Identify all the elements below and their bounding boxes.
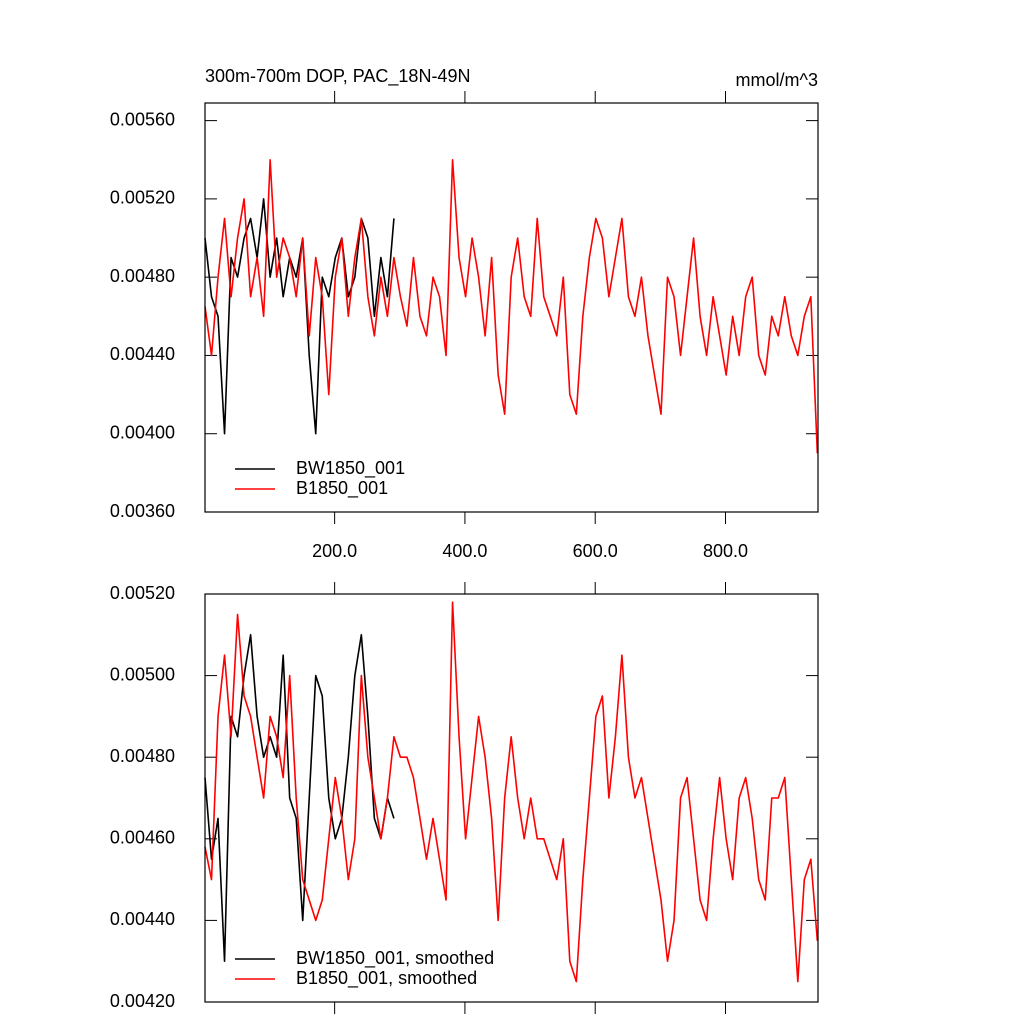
- chart-title: 300m-700m DOP, PAC_18N-49N: [205, 66, 470, 87]
- line-series: [204, 634, 395, 962]
- x-tick-label: 400.0: [442, 541, 487, 561]
- legend-label: BW1850_001: [296, 458, 405, 479]
- y-tick-label: 0.00560: [110, 109, 175, 129]
- y-tick-label: 0.00480: [110, 746, 175, 766]
- y-tick-label: 0.00400: [110, 422, 175, 442]
- y-tick-label: 0.00520: [110, 583, 175, 603]
- y-tick-label: 0.00460: [110, 828, 175, 848]
- y-tick-label: 0.00440: [110, 909, 175, 929]
- plot-frame: [204, 593, 819, 1003]
- line-series: [204, 158, 819, 454]
- units-label: mmol/m^3: [736, 70, 818, 90]
- y-tick-label: 0.00520: [110, 188, 175, 208]
- y-tick-label: 0.00500: [110, 664, 175, 684]
- line-series: [204, 601, 819, 983]
- legend-label: BW1850_001, smoothed: [296, 948, 494, 969]
- y-tick-label: 0.00420: [110, 991, 175, 1011]
- plot-frame: [204, 102, 819, 513]
- legend-label: B1850_001, smoothed: [296, 968, 477, 989]
- x-tick-label: 200.0: [312, 541, 357, 561]
- legend-label: B1850_001: [296, 478, 388, 499]
- y-tick-label: 0.00440: [110, 344, 175, 364]
- x-tick-label: 600.0: [573, 541, 618, 561]
- y-tick-label: 0.00480: [110, 266, 175, 286]
- y-tick-label: 0.00360: [110, 501, 175, 521]
- x-tick-label: 800.0: [703, 541, 748, 561]
- line-series: [204, 198, 395, 435]
